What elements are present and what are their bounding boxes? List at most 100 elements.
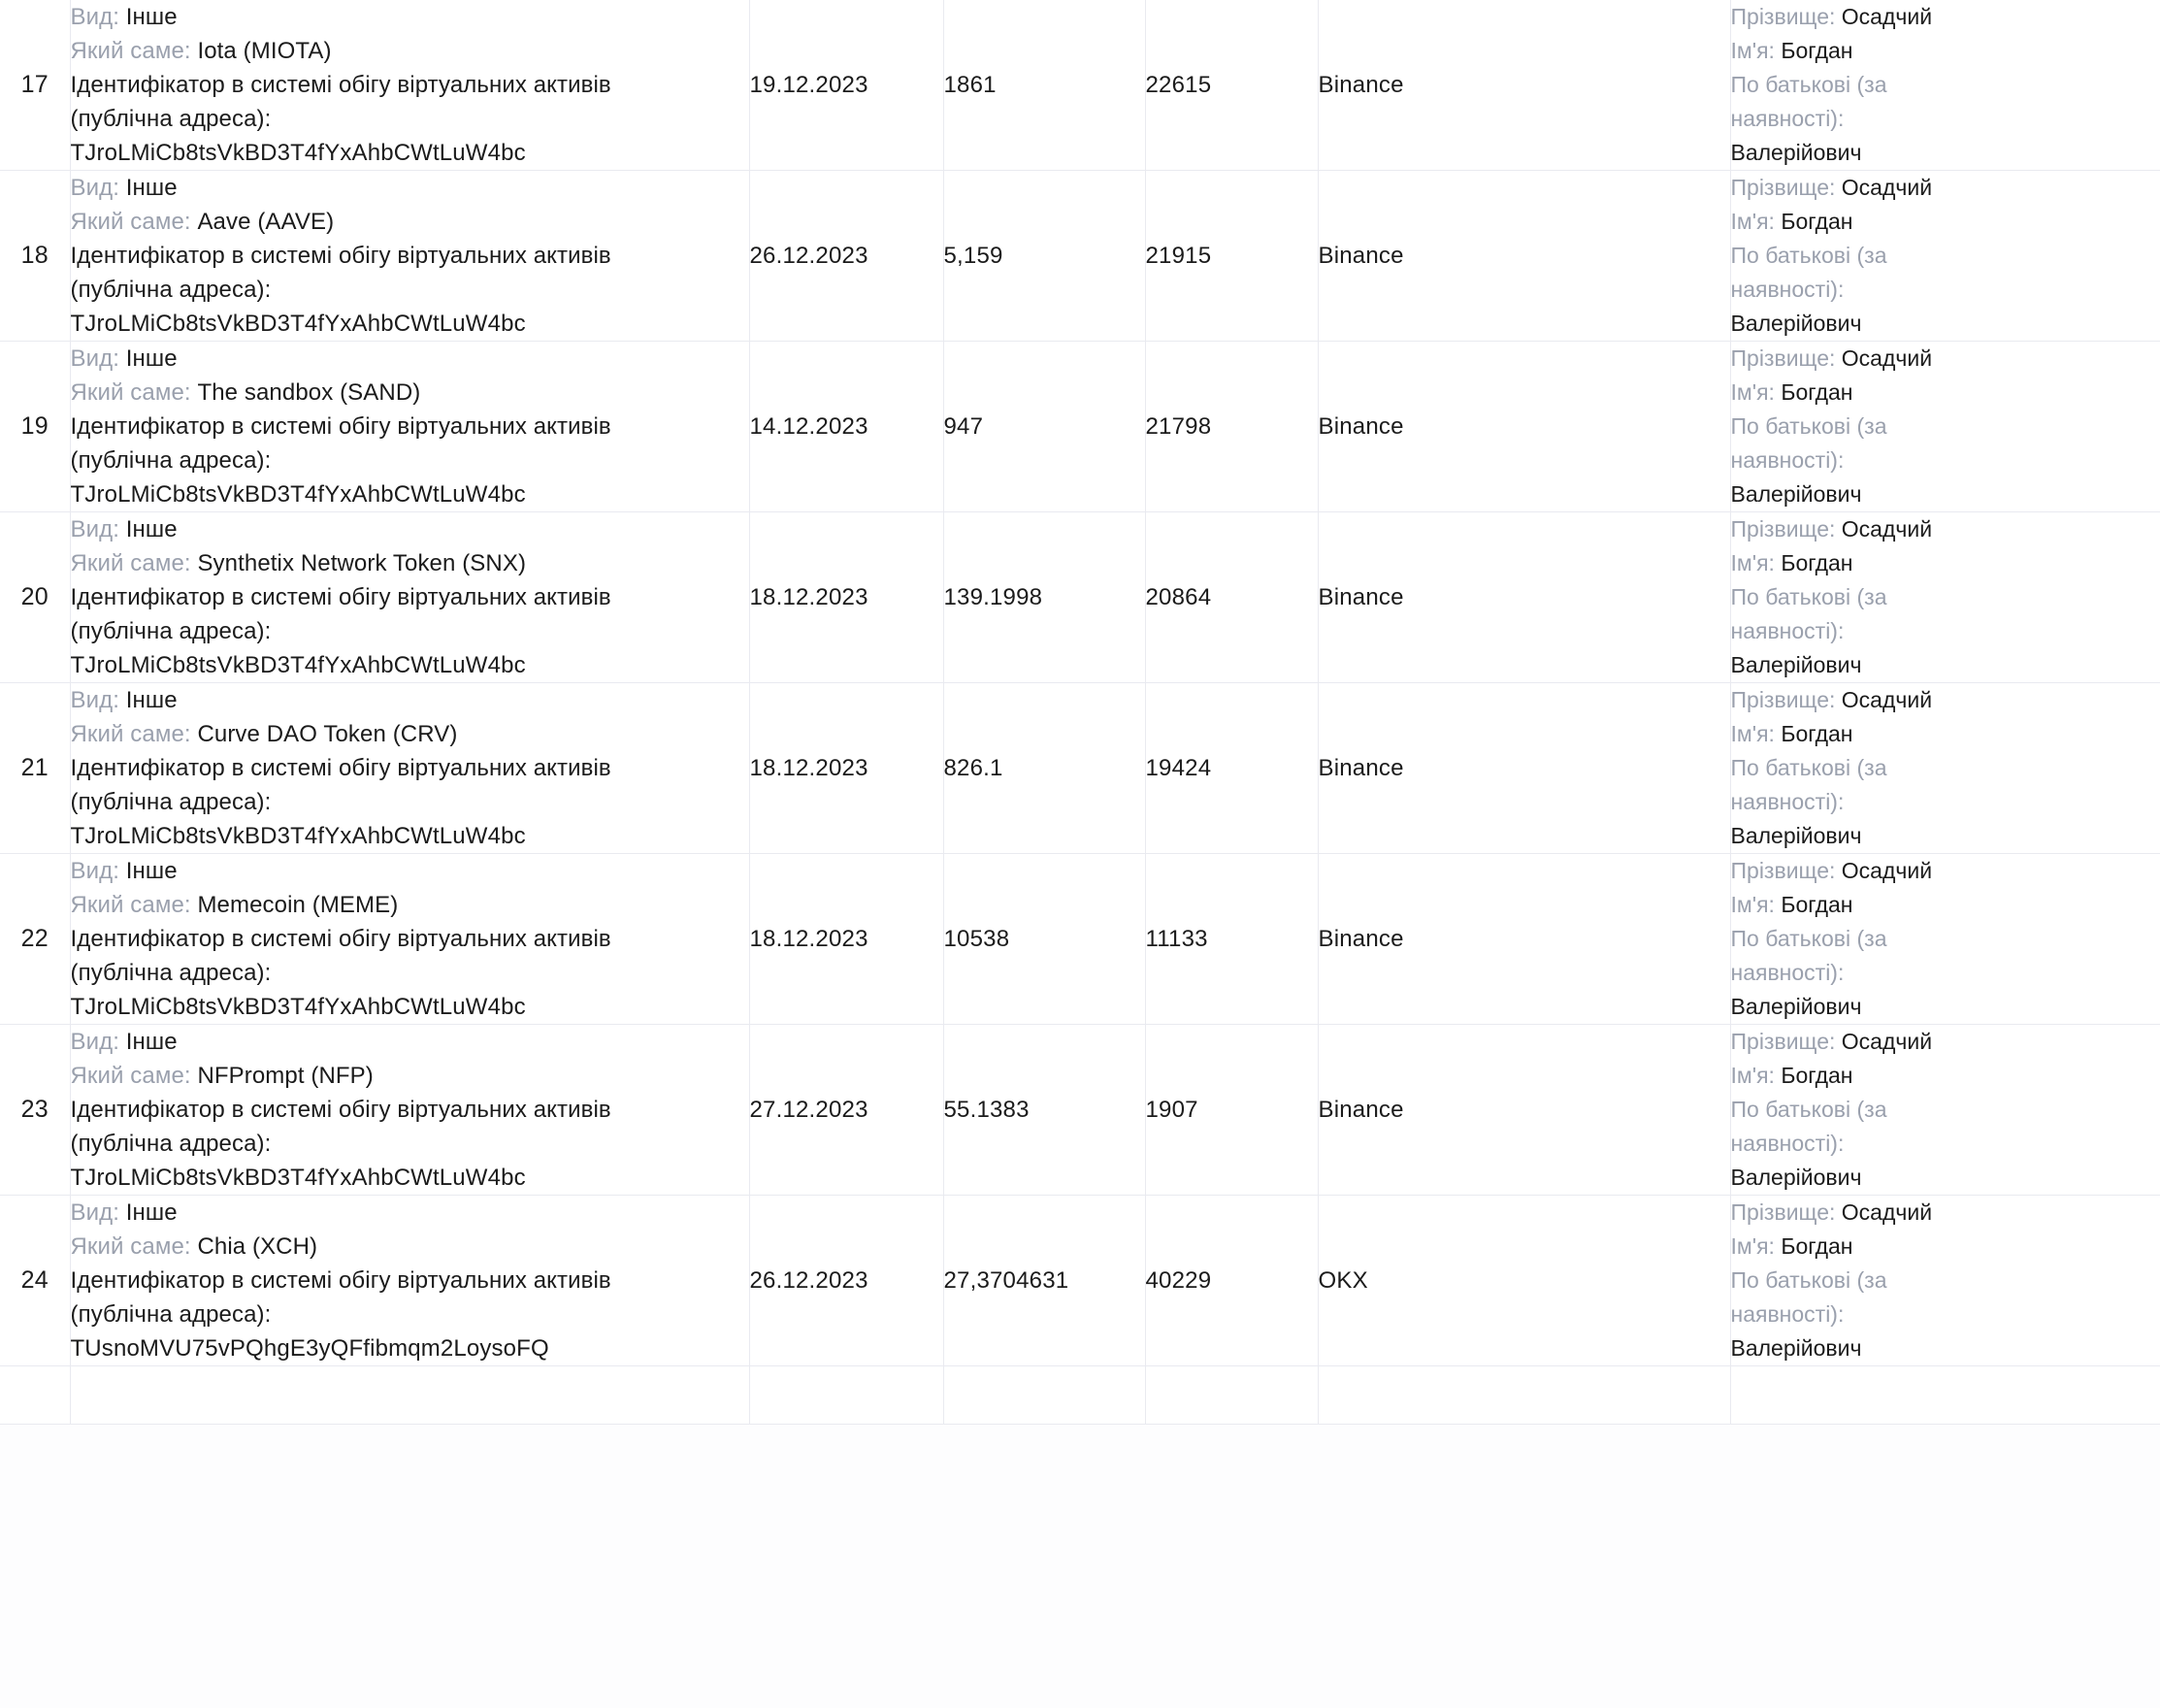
asset-kind-label: Вид: bbox=[70, 858, 126, 884]
owner-patronymic-label-line1: По батькові (за bbox=[1730, 584, 1887, 609]
asset-kind-label: Вид: bbox=[70, 1029, 126, 1055]
acquisition-date: 14.12.2023 bbox=[749, 341, 944, 512]
asset-wallet-address: TJroLMiCb8tsVkBD3T4fYxAhbCWtLuW4bc bbox=[70, 311, 526, 337]
owner-surname: Прізвище: Осадчий bbox=[1731, 683, 2160, 717]
owner-firstname: Ім'я: Богдан bbox=[1731, 717, 2160, 751]
asset-value: 22615 bbox=[1145, 0, 1319, 171]
acquisition-date: 27.12.2023 bbox=[749, 1024, 944, 1196]
owner-surname: Прізвище: Осадчий bbox=[1731, 854, 2160, 888]
owner-firstname: Ім'я: Богдан bbox=[1731, 888, 2160, 922]
owner-surname-value: Осадчий bbox=[1841, 516, 1933, 542]
owner-firstname: Ім'я: Богдан bbox=[1731, 205, 2160, 239]
asset-wallet-address: TJroLMiCb8tsVkBD3T4fYxAhbCWtLuW4bc bbox=[70, 140, 526, 166]
asset-kind: Вид: Інше bbox=[71, 1196, 749, 1230]
asset-kind: Вид: Інше bbox=[71, 171, 749, 205]
asset-identifier-line2-value: (публічна адреса): bbox=[70, 1301, 272, 1328]
asset-identifier-line1-value: Ідентифікатор в системі обігу віртуальни… bbox=[70, 72, 611, 98]
asset-name-value: Curve DAO Token (CRV) bbox=[197, 721, 458, 747]
asset-kind-label: Вид: bbox=[70, 4, 126, 30]
asset-kind-label: Вид: bbox=[70, 516, 126, 542]
asset-identifier-line1: Ідентифікатор в системі обігу віртуальни… bbox=[71, 1093, 749, 1127]
partial-cell bbox=[749, 1365, 944, 1425]
owner-firstname-value: Богдан bbox=[1781, 1233, 1853, 1259]
owner-surname: Прізвище: Осадчий bbox=[1731, 342, 2160, 376]
asset-description-cell: Вид: Інше Який саме: NFPrompt (NFP) Іденти… bbox=[70, 1024, 750, 1196]
owner-patronymic-value: Валерійович bbox=[1730, 1335, 1862, 1361]
asset-identifier-line2: (публічна адреса): bbox=[71, 1127, 749, 1161]
asset-identifier-line2: (публічна адреса): bbox=[71, 273, 749, 307]
owner-firstname-label: Ім'я: bbox=[1730, 1063, 1782, 1088]
asset-name: Який саме: Curve DAO Token (CRV) bbox=[71, 717, 749, 751]
asset-identifier-line2-value: (публічна адреса): bbox=[70, 789, 272, 815]
owner-patronymic-label-line2: наявності): bbox=[1730, 1131, 1845, 1156]
asset-value: 11133 bbox=[1145, 853, 1319, 1025]
asset-description-cell: Вид: Інше Який саме: Iota (MIOTA) Ідентифі… bbox=[70, 0, 750, 171]
asset-identifier-line2: (публічна адреса): bbox=[71, 785, 749, 819]
owner-surname: Прізвище: Осадчий bbox=[1731, 0, 2160, 34]
owner-patronymic-label-line2: наявності): bbox=[1730, 960, 1845, 985]
asset-identifier-line1: Ідентифікатор в системі обігу віртуальни… bbox=[71, 410, 749, 443]
asset-name-value: Chia (XCH) bbox=[197, 1233, 318, 1260]
partial-cell bbox=[70, 1365, 750, 1425]
asset-identifier-line2: (публічна адреса): bbox=[71, 102, 749, 136]
owner-patronymic-value: Валерійович bbox=[1730, 1165, 1862, 1190]
asset-name-value: Synthetix Network Token (SNX) bbox=[197, 550, 527, 576]
owner-surname-value: Осадчий bbox=[1841, 687, 1933, 712]
owner-surname: Прізвище: Осадчий bbox=[1731, 1196, 2160, 1230]
asset-description-cell: Вид: Інше Який саме: Curve DAO Token (CRV… bbox=[70, 682, 750, 854]
asset-name: Який саме: Memecoin (MEME) bbox=[71, 888, 749, 922]
asset-name: Який саме: Aave (AAVE) bbox=[71, 205, 749, 239]
row-index: 22 bbox=[0, 853, 71, 1025]
acquisition-date: 26.12.2023 bbox=[749, 1195, 944, 1366]
owner-patronymic-value: Валерійович bbox=[1730, 311, 1862, 336]
owner-firstname-label: Ім'я: bbox=[1730, 38, 1782, 63]
owner-firstname-value: Богдан bbox=[1781, 892, 1853, 917]
asset-quantity: 947 bbox=[943, 341, 1146, 512]
exchange-name: Binance bbox=[1318, 0, 1731, 171]
asset-kind: Вид: Інше bbox=[71, 683, 749, 717]
owner-patronymic-label-line2: наявності): bbox=[1730, 789, 1845, 814]
exchange-name: Binance bbox=[1318, 341, 1731, 512]
asset-kind-label: Вид: bbox=[70, 1199, 126, 1226]
asset-kind-value: Інше bbox=[125, 516, 178, 542]
asset-identifier-line1: Ідентифікатор в системі обігу віртуальни… bbox=[71, 580, 749, 614]
asset-name-label: Який саме: bbox=[70, 38, 198, 64]
owner-surname-value: Осадчий bbox=[1841, 4, 1933, 29]
asset-quantity: 826.1 bbox=[943, 682, 1146, 854]
exchange-name: Binance bbox=[1318, 511, 1731, 683]
asset-wallet-address: TJroLMiCb8tsVkBD3T4fYxAhbCWtLuW4bc bbox=[70, 823, 526, 849]
asset-quantity: 27,3704631 bbox=[943, 1195, 1146, 1366]
asset-description-cell: Вид: Інше Який саме: The sandbox (SAND) Ід… bbox=[70, 341, 750, 512]
table-body: 17 Вид: Інше Який саме: Iota (MIOTA) Іденти… bbox=[0, 0, 2160, 1425]
asset-value: 19424 bbox=[1145, 682, 1319, 854]
owner-surname-label: Прізвище: bbox=[1730, 175, 1842, 200]
owner-patronymic-label-line1: По батькові (за bbox=[1730, 1267, 1887, 1293]
owner-patronymic-value: Валерійович bbox=[1730, 652, 1862, 677]
owner-cell: Прізвище: Осадчий Ім'я: Богдан По батькові… bbox=[1730, 341, 2160, 512]
asset-kind-value: Інше bbox=[125, 1199, 178, 1226]
owner-patronymic-label-line2: наявності): bbox=[1730, 618, 1845, 643]
acquisition-date: 18.12.2023 bbox=[749, 853, 944, 1025]
asset-description-cell: Вид: Інше Який саме: Chia (XCH) Ідентифіка… bbox=[70, 1195, 750, 1366]
asset-kind: Вид: Інше bbox=[71, 342, 749, 376]
asset-description-cell: Вид: Інше Який саме: Synthetix Network To… bbox=[70, 511, 750, 683]
asset-kind-label: Вид: bbox=[70, 687, 126, 713]
asset-name-value: NFPrompt (NFP) bbox=[197, 1063, 374, 1089]
owner-patronymic-label-line2: наявності): bbox=[1730, 1301, 1845, 1327]
exchange-name: OKX bbox=[1318, 1195, 1731, 1366]
asset-identifier-line1-value: Ідентифікатор в системі обігу віртуальни… bbox=[70, 926, 611, 952]
partial-cell bbox=[1145, 1365, 1319, 1425]
acquisition-date: 19.12.2023 bbox=[749, 0, 944, 171]
asset-name-label: Який саме: bbox=[70, 1233, 198, 1260]
asset-kind-value: Інше bbox=[125, 175, 178, 201]
asset-identifier-line1: Ідентифікатор в системі обігу віртуальни… bbox=[71, 922, 749, 956]
table-row: 22 Вид: Інше Який саме: Memecoin (MEME) Іде… bbox=[0, 853, 2160, 1025]
owner-cell: Прізвище: Осадчий Ім'я: Богдан По батькові… bbox=[1730, 853, 2160, 1025]
asset-identifier-line1: Ідентифікатор в системі обігу віртуальни… bbox=[71, 68, 749, 102]
asset-description-cell: Вид: Інше Який саме: Aave (AAVE) Ідентифік… bbox=[70, 170, 750, 342]
owner-surname: Прізвище: Осадчий bbox=[1731, 512, 2160, 546]
row-index: 20 bbox=[0, 511, 71, 683]
owner-patronymic-label-line1: По батькові (за bbox=[1730, 413, 1887, 439]
owner-surname-label: Прізвище: bbox=[1730, 345, 1842, 371]
acquisition-date: 26.12.2023 bbox=[749, 170, 944, 342]
